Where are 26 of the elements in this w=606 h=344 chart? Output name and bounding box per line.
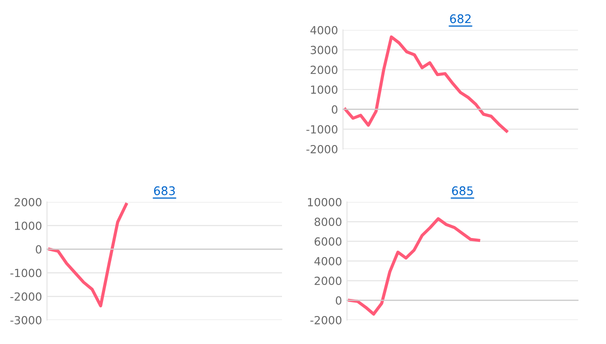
y-tick-label: 1000 [15,222,42,230]
y-tick-label: -1000 [10,268,42,278]
y-tick-label: 0 [336,296,342,305]
y-tick-label: 2000 [14,198,42,206]
y-tick-label: -2000 [306,144,338,154]
chart-title: 685 [452,186,473,196]
y-tick-label: -2000 [10,292,42,301]
y-tick-label: 8000 [314,218,342,226]
y-tick-label: 6000 [314,237,342,246]
line-series [48,202,128,308]
chart-title: 682 [450,14,471,24]
y-tick-label: -1000 [306,125,338,134]
y-tick-label: 0 [332,105,338,114]
y-tick-label: 4000 [314,256,342,266]
y-tick-label: 4000 [310,26,338,34]
chart-title: 683 [154,186,175,196]
y-tick-label: 10000 [308,198,342,206]
y-tick-label: 0 [36,245,42,254]
y-tick-label: -2000 [310,316,342,324]
y-tick-label: -3000 [10,316,42,324]
y-tick-label: 2000 [314,276,342,286]
line-series [348,217,480,316]
line-series [344,35,508,133]
y-tick-label: 2000 [310,66,338,74]
y-tick-label: 3000 [310,46,338,54]
y-tick-label: 1000 [311,85,338,94]
